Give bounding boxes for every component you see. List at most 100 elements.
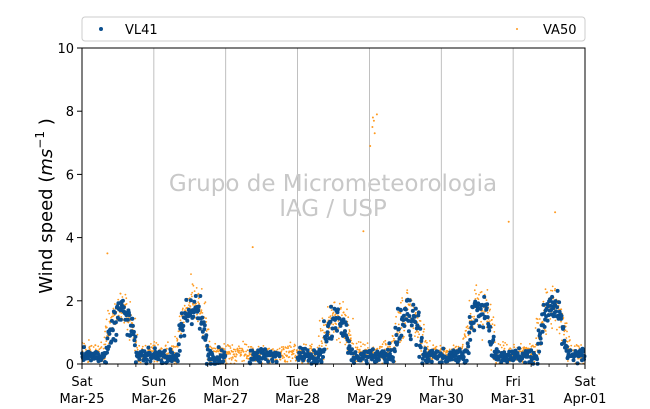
vl41-point [491,334,496,339]
va50-point [406,292,409,294]
vl41-point [386,357,391,362]
va50-point [83,342,85,345]
va50-point [246,349,249,352]
va50-point [292,352,295,355]
va50-point [242,350,245,353]
va50-point [105,340,108,342]
va50-point [276,348,279,351]
vl41-point [222,350,227,355]
va50-point [558,332,561,335]
va50-point [227,352,230,355]
va50-point [328,333,331,336]
va50-point [104,343,107,346]
va50-point [563,333,565,336]
va50-point [287,345,289,348]
va50-point [455,345,458,348]
vertical-gridlines [153,48,514,364]
va50-point [320,329,322,332]
va50-point [468,299,471,302]
va50-point [432,344,435,347]
va50-point [231,344,234,346]
va50-point [399,312,402,314]
va50-point [320,345,323,347]
vl41-point [388,348,393,353]
va50-point [429,340,431,342]
vl41-points [80,288,587,366]
vl41-point [144,357,149,362]
va50-point [332,323,335,326]
x-tick-label-day: Tue [285,375,308,390]
va50-point [234,350,237,353]
va50-point [564,329,567,332]
va50-point [364,344,366,346]
va50-point [190,273,192,275]
vl41-point [298,351,303,355]
va50-point [139,361,142,364]
va50-point [177,330,180,333]
va50-point [205,321,208,323]
va50-point [200,309,203,311]
va50-point [234,348,236,351]
vl41-point [147,351,152,356]
vl41-point [387,341,392,346]
vl41-point [146,345,151,350]
vl41-point [398,308,403,313]
va50-point [294,359,297,362]
vl41-point [191,314,196,319]
va50-point [509,347,512,350]
va50-point [492,316,495,319]
va50-point [180,332,183,335]
vl41-point [324,339,329,344]
va50-point [401,299,404,302]
va50-point [576,345,579,347]
vl41-point [196,308,201,313]
vl41-point [535,357,540,362]
vl41-point [426,357,431,362]
vl41-point [546,313,551,318]
vl41-point [181,323,186,328]
va50-point [97,345,100,348]
vl41-point [537,349,542,354]
va50-point [513,343,515,346]
va50-point [457,345,460,348]
va50-point [144,344,147,347]
va50-point [352,343,355,345]
y-tick-label: 8 [66,105,74,120]
y-tick-label: 6 [66,168,74,183]
va50-point [486,311,489,314]
vl41-point [536,341,541,346]
va50-point [90,344,93,347]
vl41-point [507,349,512,354]
vl41-point [317,347,322,352]
vl41-point [559,316,563,321]
vl41-point [182,333,187,338]
va50-point [397,323,400,326]
vl41-point [557,300,562,305]
vl41-point [484,306,489,311]
vl41-point [468,337,473,342]
vl41-point [402,324,407,328]
vl41-point [188,298,193,303]
x-tick-label-date: Mar-25 [60,392,105,407]
va50-point [340,306,342,309]
va50-outlier-point [371,116,374,119]
va50-point [197,320,199,323]
va50-point [167,352,170,355]
vl41-point [392,349,397,354]
watermark-line-1: Grupo de Micrometeorologia [169,171,497,197]
va50-point [198,302,201,305]
vl41-point [322,347,327,352]
va50-point [205,317,207,320]
x-tick-label-date: Mar-28 [275,392,320,407]
vl41-point [466,351,471,356]
vl41-point [178,334,183,339]
vl41-point [551,314,556,319]
va50-point [352,317,354,320]
va50-point [567,360,569,362]
va50-point [565,322,568,325]
x-tick-label-date: Apr-01 [564,392,607,407]
va50-point [535,337,538,340]
vl41-point [466,344,471,349]
vl41-point [467,315,472,319]
vl41-point [406,329,411,334]
